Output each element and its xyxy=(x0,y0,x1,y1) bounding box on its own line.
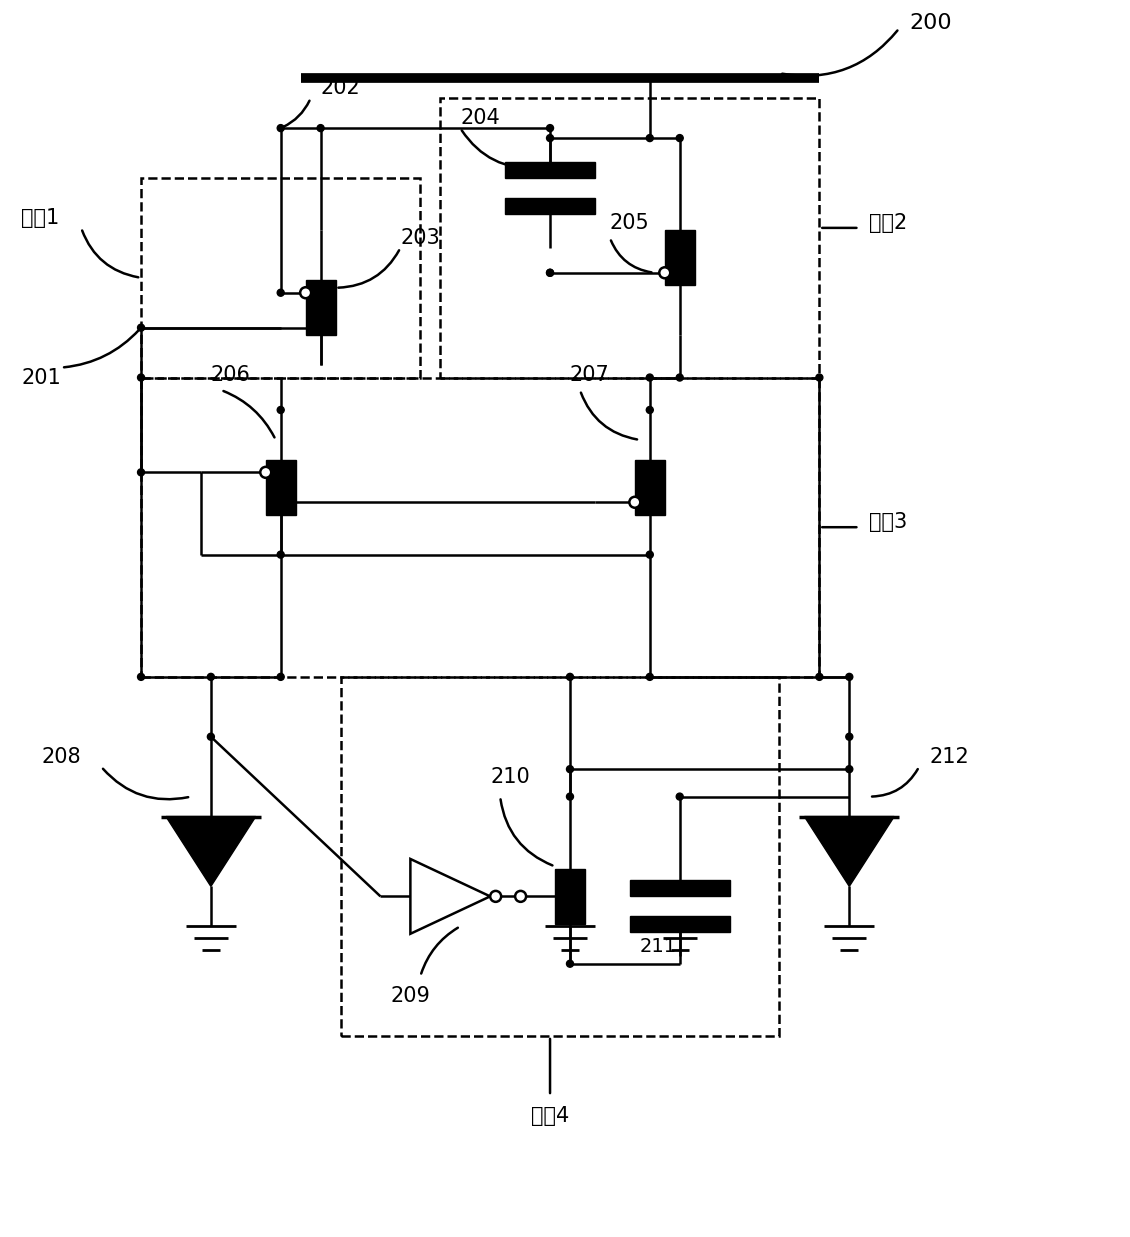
Text: 208: 208 xyxy=(42,747,81,767)
Circle shape xyxy=(547,270,554,276)
Circle shape xyxy=(547,125,554,131)
Text: 单元2: 单元2 xyxy=(869,213,907,233)
Circle shape xyxy=(566,793,574,800)
Circle shape xyxy=(659,267,670,278)
Text: 209: 209 xyxy=(391,986,431,1006)
Bar xyxy=(555,868,585,924)
Circle shape xyxy=(277,552,284,558)
Bar xyxy=(635,460,664,515)
Text: 单元4: 单元4 xyxy=(531,1106,570,1126)
Circle shape xyxy=(646,135,653,141)
Circle shape xyxy=(138,324,145,332)
Circle shape xyxy=(816,374,823,381)
Bar xyxy=(664,230,695,286)
Circle shape xyxy=(138,374,145,381)
Circle shape xyxy=(277,407,284,413)
Text: 201: 201 xyxy=(21,367,61,387)
Text: 212: 212 xyxy=(929,747,968,767)
Text: 202: 202 xyxy=(321,78,360,98)
Circle shape xyxy=(646,374,653,381)
Circle shape xyxy=(260,466,271,477)
Circle shape xyxy=(629,497,641,507)
Circle shape xyxy=(646,673,653,680)
Circle shape xyxy=(208,734,215,740)
Circle shape xyxy=(646,552,653,558)
Circle shape xyxy=(277,673,284,680)
Circle shape xyxy=(138,469,145,476)
Circle shape xyxy=(846,766,853,773)
Text: 205: 205 xyxy=(610,213,650,233)
Bar xyxy=(441,98,819,377)
Bar xyxy=(629,917,730,933)
Circle shape xyxy=(676,135,684,141)
Bar xyxy=(505,198,594,214)
Circle shape xyxy=(566,766,574,773)
Text: 单元1: 单元1 xyxy=(21,208,60,228)
Polygon shape xyxy=(166,816,255,887)
Text: 单元3: 单元3 xyxy=(869,512,907,532)
Bar xyxy=(305,281,336,335)
Text: 211: 211 xyxy=(640,936,677,956)
Text: 207: 207 xyxy=(570,365,610,385)
Polygon shape xyxy=(805,816,894,887)
Bar xyxy=(340,677,780,1037)
Circle shape xyxy=(846,673,853,680)
Bar xyxy=(266,460,296,515)
Text: 206: 206 xyxy=(211,365,251,385)
Text: 204: 204 xyxy=(460,108,499,129)
Bar xyxy=(141,178,420,377)
Circle shape xyxy=(318,125,324,131)
Circle shape xyxy=(490,891,502,902)
Circle shape xyxy=(676,793,684,800)
Text: 203: 203 xyxy=(400,228,441,247)
Circle shape xyxy=(547,270,554,276)
Circle shape xyxy=(208,673,215,680)
Circle shape xyxy=(547,135,554,141)
Circle shape xyxy=(846,734,853,740)
Text: 210: 210 xyxy=(490,767,530,787)
Circle shape xyxy=(816,673,823,680)
Bar xyxy=(505,162,594,178)
Bar xyxy=(629,881,730,897)
Circle shape xyxy=(138,673,145,680)
Circle shape xyxy=(566,960,574,967)
Circle shape xyxy=(277,289,284,296)
Circle shape xyxy=(277,125,284,131)
Circle shape xyxy=(301,287,311,298)
Circle shape xyxy=(515,891,527,902)
Text: 200: 200 xyxy=(910,14,951,33)
Circle shape xyxy=(566,673,574,680)
Bar xyxy=(141,377,819,677)
Circle shape xyxy=(676,374,684,381)
Circle shape xyxy=(646,407,653,413)
